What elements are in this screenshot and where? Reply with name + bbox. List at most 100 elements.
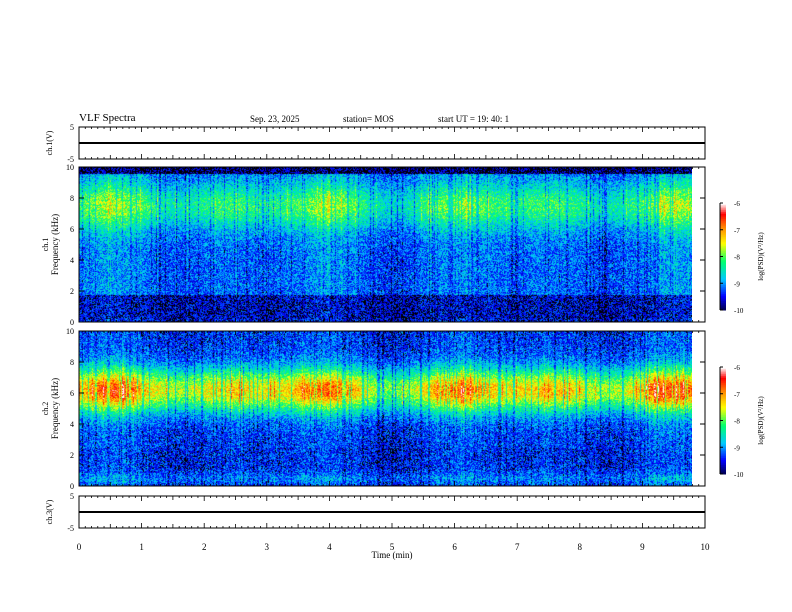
ch1-spectrogram-colorbar-cell: [720, 227, 726, 231]
ch2-spectrogram-colorbar-cell: [720, 416, 726, 420]
ch1-spectrogram-colorbar-cell: [720, 210, 726, 213]
ch1-spectrogram-colorbar-cell: [720, 206, 726, 209]
ch1-spectrogram-colorbar-cell: [720, 220, 726, 224]
ch1-spectrogram-colorbar-cell: [720, 254, 726, 257]
ch2-spectrogram-colorbar-cell: [720, 415, 726, 418]
ch2-spectrogram-ylabel: Frequency (kHz): [50, 378, 60, 439]
ch2-spectrogram-colorbar-cell: [720, 427, 726, 430]
ch2-spectrogram-colorbar-cell: [720, 377, 726, 380]
ch2-spectrogram-image: [79, 331, 692, 486]
ch1-spectrogram-colorbar-cell: [720, 274, 726, 277]
ch1-spectrogram-colorbar-cell: [720, 261, 726, 265]
ch2-spectrogram-colorbar-cell: [720, 438, 726, 441]
ch1-waveform-ytick-label: 5: [70, 123, 74, 132]
ch1-spectrogram-colorbar-cell: [720, 208, 726, 211]
ch1-spectrogram-colorbar-label: log(PSD)(V²/Hz): [757, 232, 765, 281]
ch1-spectrogram-colorbar-cell: [720, 213, 726, 216]
ch1-spectrogram-colorbar-cell: [720, 219, 726, 222]
ch2-spectrogram-colorbar-cell: [720, 383, 726, 386]
ch1-spectrogram-ytick-label: 6: [70, 225, 74, 234]
ch2-spectrogram-colorbar-cell: [720, 384, 726, 388]
x-axis-label: Time (min): [372, 550, 413, 560]
ch2-spectrogram-colorbar-cell: [720, 424, 726, 427]
ch1-spectrogram-colorbar-cell: [720, 204, 726, 208]
ch1-spectrogram-ytick-label: 4: [70, 256, 74, 265]
ch2-spectrogram-colorbar-cell: [720, 375, 726, 379]
ch1-spectrogram-colorbar-cell: [720, 244, 726, 247]
ch2-spectrogram-colorbar-tick-label: -8: [734, 418, 740, 426]
ch2-spectrogram-colorbar-cell: [720, 379, 726, 382]
ch1-spectrogram-colorbar-cell: [720, 283, 726, 286]
ch1-spectrogram-colorbar-cell: [720, 240, 726, 243]
ch1-spectrogram-ylabel-channel: ch.1: [41, 238, 50, 252]
ch1-spectrogram-colorbar-cell: [720, 263, 726, 266]
ch2-spectrogram-colorbar-cell: [720, 404, 726, 407]
ch2-spectrogram-colorbar-cell: [720, 413, 726, 416]
ch2-spectrogram-colorbar-cell: [720, 388, 726, 391]
ch1-spectrogram-colorbar-cell: [720, 302, 726, 306]
ch1-spectrogram-colorbar-cell: [720, 217, 726, 220]
ch2-spectrogram-colorbar-cell: [720, 391, 726, 395]
ch2-spectrogram-colorbar-cell: [720, 409, 726, 413]
start-ut-label: start UT = 19: 40: 1: [438, 114, 510, 124]
ch3-waveform-ytick-label: 5: [70, 492, 74, 501]
ch2-spectrogram-colorbar-cell: [720, 372, 726, 375]
ch1-spectrogram-colorbar-cell: [720, 222, 726, 225]
ch1-spectrogram-colorbar-cell: [720, 288, 726, 291]
ch2-spectrogram-colorbar-cell: [720, 402, 726, 405]
figure-title: VLF Spectra: [79, 112, 136, 124]
ch1-spectrogram-colorbar-cell: [720, 265, 726, 268]
ch2-spectrogram-colorbar-cell: [720, 434, 726, 438]
ch1-spectrogram-colorbar-cell: [720, 308, 726, 311]
ch2-spectrogram-colorbar-cell: [720, 374, 726, 377]
ch2-spectrogram-colorbar-tick-label: -10: [734, 471, 744, 479]
ch2-spectrogram-colorbar-cell: [720, 368, 726, 372]
ch2-spectrogram-colorbar-cell: [720, 454, 726, 457]
ch1-spectrogram-colorbar-cell: [720, 297, 726, 300]
ch2-spectrogram-colorbar-cell: [720, 390, 726, 393]
ch2-spectrogram-colorbar-cell: [720, 452, 726, 455]
ch2-spectrogram-colorbar-cell: [720, 459, 726, 463]
ch2-spectrogram-colorbar-cell: [720, 468, 726, 471]
ch2-spectrogram-colorbar-tick-label: -7: [734, 391, 740, 399]
ch2-spectrogram-ytick-label: 4: [70, 420, 74, 429]
ch2-spectrogram-colorbar-cell: [720, 463, 726, 466]
ch3-waveform-ytick-label: -5: [67, 524, 74, 533]
ch2-spectrogram-colorbar-cell: [720, 465, 726, 468]
ch2-spectrogram-colorbar-cell: [720, 445, 726, 448]
ch1-spectrogram-colorbar-cell: [720, 231, 726, 234]
ch2-spectrogram-colorbar-cell: [720, 425, 726, 429]
ch2-spectrogram-colorbar-cell: [720, 367, 726, 370]
ch1-spectrogram-colorbar-cell: [720, 256, 726, 259]
ch1-spectrogram-colorbar-cell: [720, 299, 726, 302]
x-tick-label: 1: [139, 542, 144, 552]
ch2-spectrogram-colorbar-cell: [720, 397, 726, 400]
ch1-spectrogram-colorbar-cell: [720, 277, 726, 281]
ch1-spectrogram-colorbar-cell: [720, 276, 726, 279]
ch1-spectrogram-colorbar-cell: [720, 290, 726, 293]
ch1-waveform-ylabel: ch.1(V): [45, 130, 54, 155]
ch2-spectrogram-ytick-label: 0: [70, 482, 74, 491]
ch2-spectrogram-colorbar-cell: [720, 420, 726, 423]
ch1-spectrogram-colorbar-cell: [720, 267, 726, 270]
ch1-spectrogram-colorbar-cell: [720, 224, 726, 227]
ch1-spectrogram-colorbar-cell: [720, 249, 726, 252]
ch2-spectrogram-ytick-label: 2: [70, 451, 74, 460]
ch1-spectrogram-colorbar-cell: [720, 293, 726, 297]
station-label: station= MOS: [343, 114, 394, 124]
ch1-spectrogram-colorbar-cell: [720, 211, 726, 215]
ch2-spectrogram-colorbar-cell: [720, 443, 726, 446]
ch2-spectrogram-colorbar-label: log(PSD)(V²/Hz): [757, 396, 765, 445]
ch2-spectrogram-ytick-label: 6: [70, 389, 74, 398]
ch1-spectrogram-colorbar-cell: [720, 301, 726, 304]
ch2-spectrogram-colorbar-cell: [720, 400, 726, 404]
ch1-spectrogram-colorbar-cell: [720, 233, 726, 236]
ch1-spectrogram-colorbar-tick-label: -9: [734, 280, 740, 288]
x-tick-label: 7: [515, 542, 520, 552]
ch1-spectrogram-ytick-label: 8: [70, 194, 74, 203]
ch1-spectrogram-colorbar-cell: [720, 272, 726, 275]
x-tick-label: 5: [390, 542, 395, 552]
ch2-spectrogram-colorbar-cell: [720, 411, 726, 414]
x-tick-label: 9: [640, 542, 645, 552]
